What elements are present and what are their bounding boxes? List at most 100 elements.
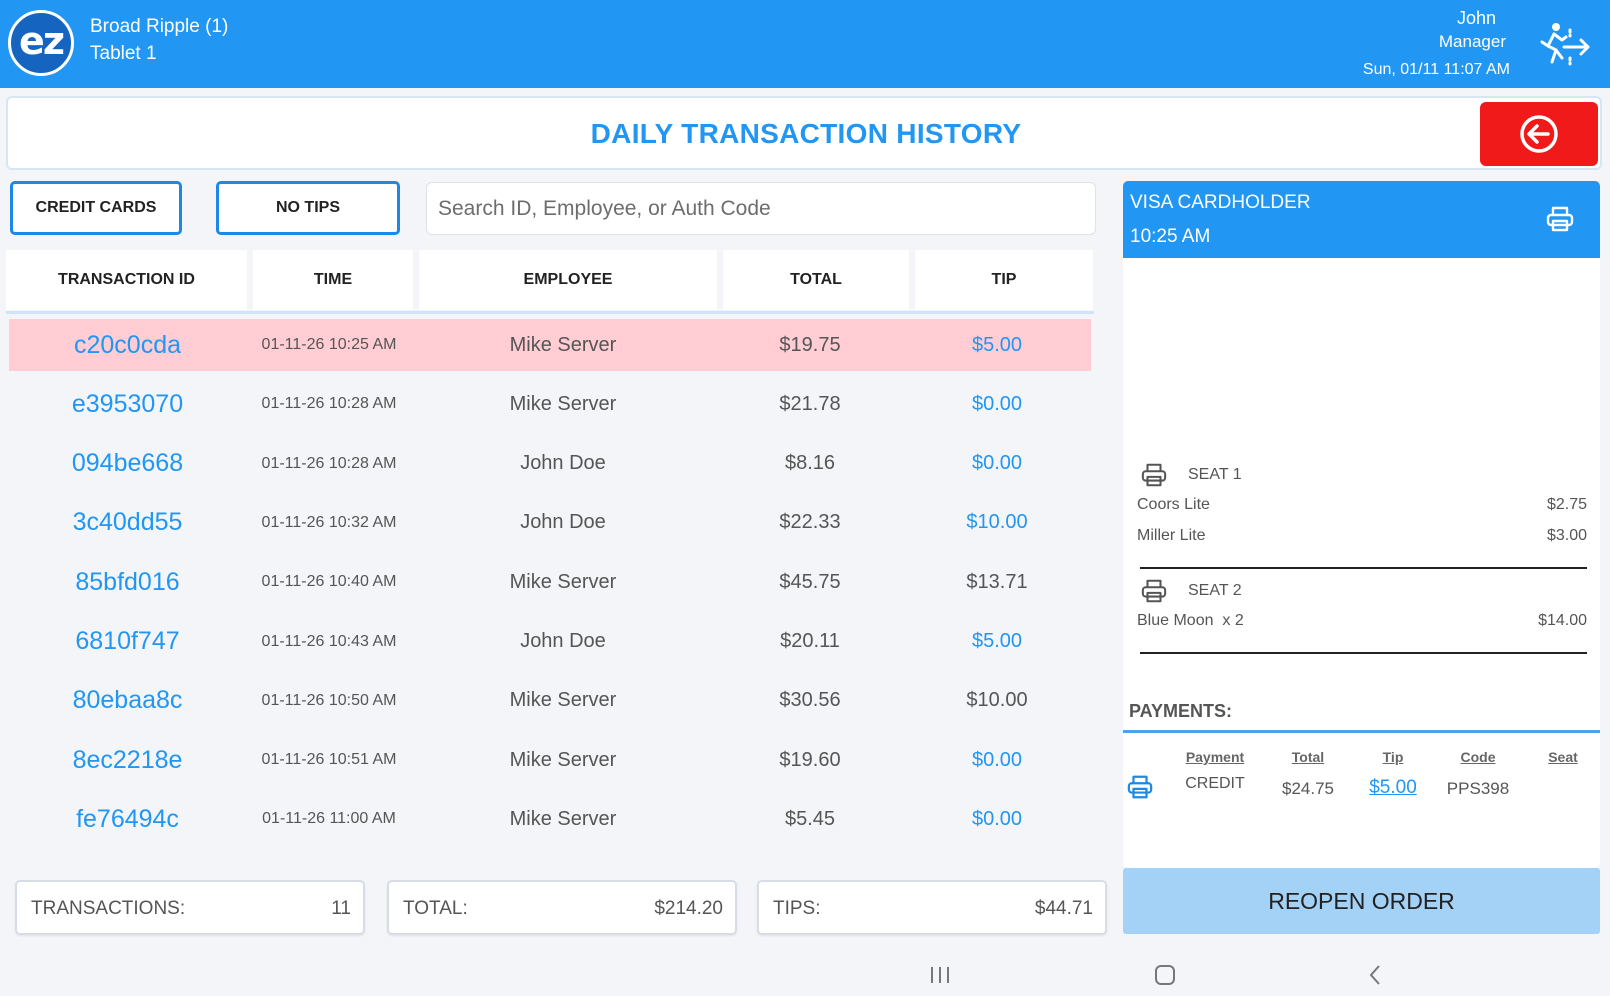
transaction-time: 01-11-26 10:25 AM bbox=[261, 336, 397, 353]
printer-icon[interactable] bbox=[1141, 578, 1167, 604]
order-item: Blue Moon x 2 $14.00 bbox=[1137, 612, 1587, 630]
transaction-total: $45.75 bbox=[779, 570, 841, 593]
logout-runner-icon[interactable] bbox=[1536, 20, 1592, 68]
transaction-row[interactable]: e3953070 01-11-26 10:28 AM Mike Server $21.… bbox=[9, 378, 1091, 430]
transaction-time: 01-11-26 10:43 AM bbox=[261, 632, 397, 650]
item-price: $14.00 bbox=[1538, 612, 1587, 629]
transaction-tip: $13.71 bbox=[966, 570, 1028, 593]
transaction-row[interactable]: 3c40dd55 01-11-26 10:32 AM John Doe $22.33 $… bbox=[9, 497, 1091, 549]
payments-title: PAYMENTS: bbox=[1129, 701, 1233, 721]
tips-box: TIPS: $44.71 bbox=[757, 880, 1107, 935]
transaction-row[interactable]: 8ec2218e 01-11-26 10:51 AM Mike Server $19.… bbox=[9, 734, 1091, 786]
payment-column-header: Code bbox=[1460, 749, 1496, 765]
total-label: TOTAL: bbox=[403, 898, 468, 919]
total-value: $214.20 bbox=[654, 898, 723, 919]
tips-value: $44.71 bbox=[1034, 898, 1093, 919]
seat-divider bbox=[1140, 567, 1587, 569]
transaction-row[interactable]: 094be668 01-11-26 10:28 AM John Doe $8.16 $0… bbox=[9, 438, 1091, 490]
printer-icon[interactable] bbox=[1546, 205, 1574, 233]
search-input[interactable] bbox=[426, 182, 1096, 235]
payment-column-header: Tip bbox=[1382, 749, 1404, 765]
transactions-count-label: TRANSACTIONS: bbox=[31, 898, 186, 919]
seat-2-header[interactable]: SEAT 2 bbox=[1141, 576, 1242, 606]
logo-text: ez bbox=[19, 19, 65, 63]
column-header-employee[interactable]: EMPLOYEE bbox=[419, 250, 717, 310]
transaction-id: fe76494c bbox=[76, 804, 179, 833]
transaction-tip: $5.00 bbox=[971, 630, 1023, 652]
column-header-transaction-id[interactable]: TRANSACTION ID bbox=[6, 250, 247, 310]
transaction-id: 80ebaa8c bbox=[72, 686, 183, 715]
user-info: John Manager Sun, 01/11 11:07 AM bbox=[1363, 7, 1510, 81]
ez-logo: ez bbox=[8, 10, 74, 76]
column-header-tip[interactable]: TIP bbox=[915, 250, 1093, 310]
transaction-row[interactable]: 6810f747 01-11-26 10:43 AM John Doe $20.11 $… bbox=[9, 616, 1091, 668]
transactions-count-value: 11 bbox=[331, 898, 351, 919]
transaction-total: $19.60 bbox=[779, 748, 841, 771]
transaction-employee: Mike Server bbox=[509, 333, 617, 356]
transaction-time: 01-11-26 10:51 AM bbox=[261, 751, 397, 769]
transaction-total: $20.11 bbox=[780, 630, 840, 652]
transaction-employee: John Doe bbox=[520, 630, 606, 652]
location-name: Broad Ripple (1) bbox=[90, 16, 229, 37]
user-role: Manager bbox=[1438, 32, 1506, 51]
payment-tip-link[interactable]: $5.00 bbox=[1369, 777, 1417, 798]
transaction-total: $21.78 bbox=[779, 392, 841, 415]
transaction-tip: $0.00 bbox=[971, 452, 1023, 475]
current-datetime: Sun, 01/11 11:07 AM bbox=[1362, 61, 1510, 78]
back-button[interactable] bbox=[1480, 102, 1598, 166]
transaction-total: $8.16 bbox=[784, 452, 836, 475]
transaction-tip: $10.00 bbox=[966, 689, 1028, 712]
total-box: TOTAL: $214.20 bbox=[387, 880, 737, 935]
transaction-row[interactable]: 80ebaa8c 01-11-26 10:50 AM Mike Server $30.… bbox=[9, 675, 1091, 727]
transaction-employee: Mike Server bbox=[509, 689, 617, 712]
column-header-total[interactable]: TOTAL bbox=[723, 250, 909, 310]
no-tips-filter-button[interactable]: NO TIPS bbox=[216, 181, 400, 235]
transaction-total: $22.33 bbox=[779, 511, 841, 534]
page-title: DAILY TRANSACTION HISTORY bbox=[590, 118, 1022, 149]
recent-apps-icon[interactable] bbox=[920, 960, 960, 990]
transaction-employee: John Doe bbox=[520, 452, 606, 475]
payment-column-header: Seat bbox=[1548, 749, 1578, 765]
transaction-time: 01-11-26 10:32 AM bbox=[261, 513, 397, 531]
printer-icon[interactable] bbox=[1141, 462, 1167, 488]
transaction-employee: Mike Server bbox=[509, 807, 617, 830]
transaction-tip: $5.00 bbox=[971, 333, 1023, 356]
transaction-id: 094be668 bbox=[71, 449, 184, 478]
transaction-total: $19.75 bbox=[779, 333, 841, 356]
payment-column-header: Payment bbox=[1185, 749, 1245, 765]
transaction-detail-panel: VISA CARDHOLDER 10:25 AM SEAT 1 Coors Li… bbox=[1123, 181, 1600, 868]
transaction-time: 01-11-26 10:50 AM bbox=[261, 691, 397, 709]
transaction-time: 10:25 AM bbox=[1130, 226, 1211, 247]
payment-column-header: Total bbox=[1291, 749, 1325, 765]
order-item: Miller Lite $3.00 bbox=[1137, 527, 1587, 545]
transaction-id: e3953070 bbox=[71, 389, 184, 418]
transaction-id: 6810f747 bbox=[75, 627, 180, 655]
transaction-tip: $0.00 bbox=[971, 807, 1023, 830]
printer-icon[interactable] bbox=[1127, 774, 1153, 800]
back-nav-icon[interactable] bbox=[1355, 960, 1395, 990]
item-name: Blue Moon x 2 bbox=[1137, 612, 1244, 629]
title-bar: DAILY TRANSACTION HISTORY bbox=[6, 96, 1602, 170]
transaction-id: 3c40dd55 bbox=[72, 508, 183, 537]
transaction-employee: Mike Server bbox=[509, 748, 617, 771]
cardholder-name: VISA CARDHOLDER bbox=[1130, 192, 1311, 213]
top-bar: ez Broad Ripple (1) Tablet 1 John Manage… bbox=[0, 0, 1610, 88]
seat-label: SEAT 1 bbox=[1188, 466, 1242, 483]
user-name: John bbox=[1456, 8, 1496, 28]
seat-1-header[interactable]: SEAT 1 bbox=[1141, 460, 1242, 490]
home-icon[interactable] bbox=[1145, 960, 1185, 990]
transaction-row[interactable]: 85bfd016 01-11-26 10:40 AM Mike Server $45.… bbox=[9, 556, 1091, 608]
reopen-order-button[interactable]: REOPEN ORDER bbox=[1123, 868, 1600, 934]
column-header-time[interactable]: TIME bbox=[253, 250, 413, 310]
transaction-tip: $0.00 bbox=[971, 748, 1023, 771]
transaction-row[interactable]: fe76494c 01-11-26 11:00 AM Mike Server $5.4… bbox=[9, 793, 1091, 845]
payment-total: $24.75 bbox=[1282, 779, 1334, 798]
transaction-time: 01-11-26 10:40 AM bbox=[261, 573, 397, 591]
transaction-row[interactable]: c20c0cda 01-11-26 10:25 AM Mike Server $19.… bbox=[9, 319, 1091, 371]
item-name: Coors Lite bbox=[1137, 496, 1210, 513]
location-info: Broad Ripple (1) Tablet 1 bbox=[90, 13, 228, 67]
credit-cards-filter-button[interactable]: CREDIT CARDS bbox=[10, 181, 182, 235]
transaction-time: 01-11-26 11:00 AM bbox=[262, 810, 396, 828]
detail-header: VISA CARDHOLDER 10:25 AM bbox=[1123, 181, 1600, 258]
transaction-employee: Mike Server bbox=[509, 392, 617, 415]
